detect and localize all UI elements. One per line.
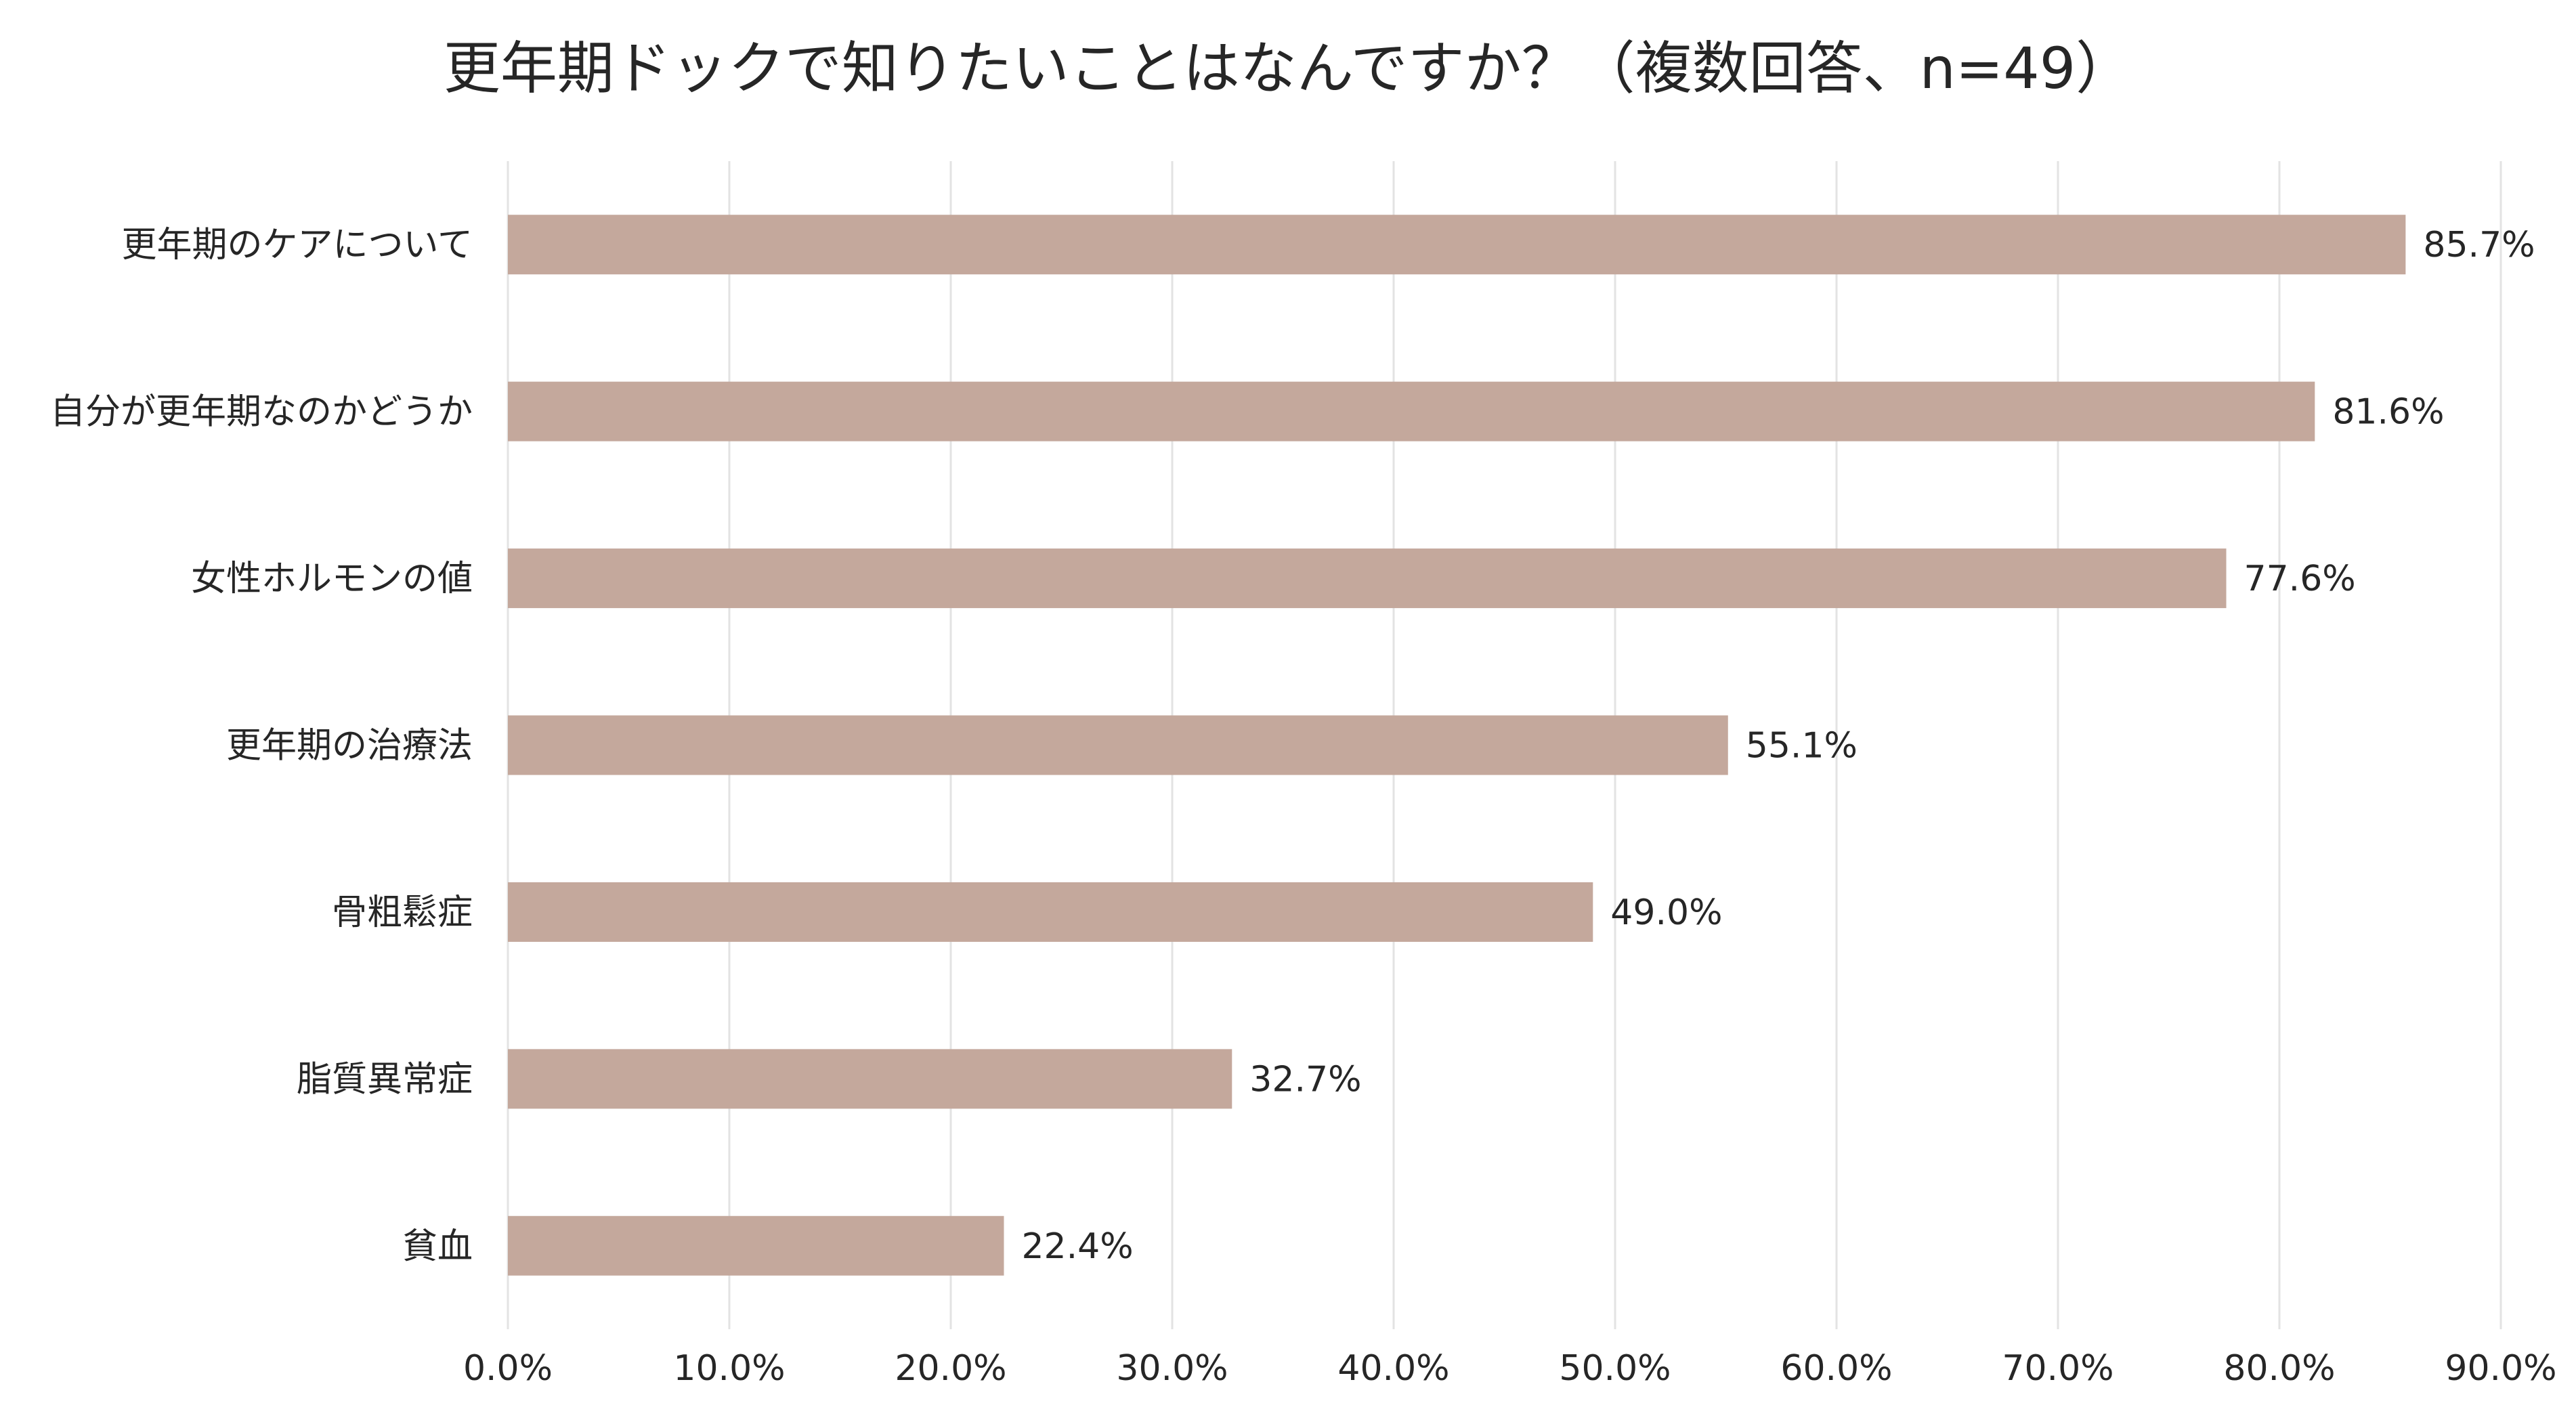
x-tick-label: 50.0% bbox=[1559, 1348, 1671, 1389]
category-label: 貧血 bbox=[402, 1226, 473, 1267]
bar bbox=[508, 715, 1728, 775]
data-label: 85.7% bbox=[2423, 225, 2535, 265]
chart-title: 更年期ドックで知りたいことはなんですか？（複数回答、n=49） bbox=[444, 35, 2132, 102]
category-label: 自分が更年期なのかどうか bbox=[50, 392, 473, 433]
bar bbox=[508, 381, 2315, 441]
value-labels: 85.7% 81.6% 77.6% 55.1% 49.0% 32.7% 22.4% bbox=[1021, 225, 2535, 1267]
category-label: 更年期の治療法 bbox=[226, 726, 473, 767]
data-label: 81.6% bbox=[2332, 392, 2444, 433]
x-tick-label: 10.0% bbox=[673, 1348, 785, 1389]
x-tick-label: 30.0% bbox=[1116, 1348, 1228, 1389]
data-label: 22.4% bbox=[1021, 1226, 1133, 1267]
x-tick-label: 90.0% bbox=[2445, 1348, 2556, 1389]
category-label: 脂質異常症 bbox=[297, 1059, 473, 1100]
category-label: 骨粗鬆症 bbox=[332, 892, 473, 933]
data-label: 55.1% bbox=[1746, 726, 1858, 767]
bar bbox=[508, 1049, 1232, 1109]
x-tick-label: 70.0% bbox=[2002, 1348, 2113, 1389]
x-tick-label: 20.0% bbox=[895, 1348, 1006, 1389]
x-tick-label: 80.0% bbox=[2223, 1348, 2335, 1389]
bar bbox=[508, 882, 1593, 942]
bar bbox=[508, 548, 2227, 609]
category-label: 女性ホルモンの値 bbox=[191, 559, 473, 599]
data-label: 49.0% bbox=[1610, 892, 1722, 933]
bar bbox=[508, 215, 2406, 275]
x-tick-label: 60.0% bbox=[1780, 1348, 1892, 1389]
data-label: 32.7% bbox=[1249, 1059, 1361, 1100]
x-axis-ticks: 0.0% 10.0% 20.0% 30.0% 40.0% 50.0% 60.0% 70.0% 8… bbox=[463, 1348, 2557, 1389]
category-label: 更年期のケアについて bbox=[122, 225, 473, 265]
bars bbox=[508, 215, 2406, 1276]
x-tick-label: 40.0% bbox=[1337, 1348, 1449, 1389]
category-labels: 更年期のケアについて自分が更年期なのかどうか女性ホルモンの値更年期の治療法骨粗鬆… bbox=[50, 225, 473, 1267]
bar bbox=[508, 1215, 1004, 1276]
x-tick-label: 0.0% bbox=[463, 1348, 553, 1389]
data-label: 77.6% bbox=[2244, 559, 2356, 599]
